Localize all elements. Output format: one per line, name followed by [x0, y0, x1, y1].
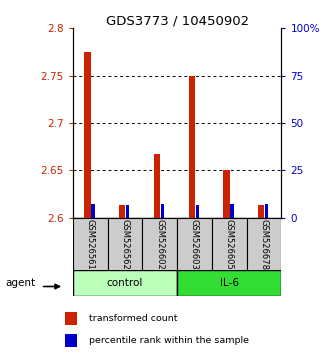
Bar [196, 205, 199, 218]
Bar [65, 334, 76, 347]
Bar [177, 270, 281, 296]
Bar [65, 312, 76, 325]
Bar [73, 270, 177, 296]
Bar [258, 205, 264, 218]
Bar [154, 154, 160, 218]
Title: GDS3773 / 10450902: GDS3773 / 10450902 [106, 14, 249, 27]
Bar [189, 76, 195, 218]
Text: control: control [107, 278, 143, 288]
Bar [230, 205, 234, 218]
Bar [212, 218, 247, 271]
Bar [84, 52, 91, 218]
Bar [247, 218, 281, 271]
Bar [108, 218, 142, 271]
Bar [73, 218, 108, 271]
Bar [265, 205, 268, 218]
Text: GSM526603: GSM526603 [190, 219, 199, 270]
Text: GSM526561: GSM526561 [86, 219, 95, 270]
Text: GSM526602: GSM526602 [155, 219, 164, 270]
Bar [177, 218, 212, 271]
Text: transformed count: transformed count [89, 314, 177, 323]
Text: IL-6: IL-6 [220, 278, 239, 288]
Bar [91, 205, 95, 218]
Text: GSM526562: GSM526562 [120, 219, 129, 270]
Text: GSM526678: GSM526678 [260, 219, 268, 270]
Bar [161, 205, 164, 218]
Text: percentile rank within the sample: percentile rank within the sample [89, 336, 249, 345]
Bar [126, 205, 129, 218]
Text: agent: agent [6, 278, 36, 287]
Bar [142, 218, 177, 271]
Text: GSM526605: GSM526605 [225, 219, 234, 270]
Bar [119, 205, 125, 218]
Bar [223, 170, 230, 218]
